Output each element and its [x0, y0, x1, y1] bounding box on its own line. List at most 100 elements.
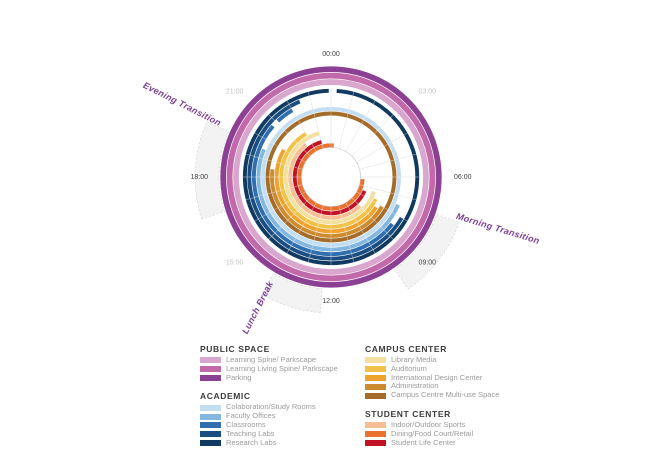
ring-arc-library — [283, 131, 376, 225]
grid-spoke — [356, 191, 408, 222]
ring-arc-faculty — [256, 148, 400, 252]
legend-swatch-library — [365, 357, 386, 364]
legend-label: Parking — [226, 372, 252, 382]
legend-swatch-multiuse — [365, 392, 386, 399]
ring-arc-auditorium — [279, 132, 378, 229]
legend-item-learning_spine: Learning Spine/ Parkscape — [200, 355, 338, 365]
hour-separator — [345, 100, 376, 152]
grid-spoke — [307, 91, 324, 149]
hour-label-18:00: 18:00 — [190, 174, 208, 181]
ring-arc-multiuse — [265, 111, 397, 243]
ring-arc-sports — [288, 143, 362, 220]
ring-arc-learning_spine — [233, 79, 429, 275]
legend-swatch-learning_spine — [200, 357, 221, 364]
hour-separator — [351, 197, 394, 240]
legend-header: ACADEMIC — [200, 391, 251, 402]
legend-label: Campus Centre Multi-use Space — [391, 390, 500, 400]
legend-swatch-studentlife — [365, 439, 386, 446]
ring-arc-collaboration — [261, 107, 401, 247]
legend-swatch-parking — [200, 374, 221, 381]
hour-separator — [286, 202, 317, 254]
legend-label: Indoor/Outdoor Sports — [391, 419, 466, 429]
ring-arc-dining — [297, 143, 365, 211]
hour-separator — [268, 114, 311, 157]
hour-separator — [359, 153, 417, 170]
ring-arc-idc — [274, 148, 378, 234]
ring-arc-classrooms — [251, 124, 394, 257]
grid-spoke — [359, 153, 417, 170]
legend-item-dining: Dining/Food Court/Retail — [365, 429, 499, 439]
hour-separator — [286, 100, 317, 152]
legend-label: Faculty Offices — [226, 411, 276, 421]
legend-label: Administration — [391, 381, 439, 391]
legend-swatch-idc — [365, 374, 386, 381]
legend-item-collaboration: Colaboration/Study Rooms — [200, 403, 338, 412]
ring-arc-classrooms — [276, 108, 294, 123]
legend-swatch-learning_living_spine — [200, 366, 221, 373]
hour-label-21:00: 21:00 — [226, 88, 244, 95]
legend-item-multiuse: Campus Centre Multi-use Space — [365, 390, 500, 400]
ring-arc-research — [242, 88, 420, 266]
ring-arc-administration — [270, 169, 384, 238]
ring-arc-teaching — [247, 99, 404, 261]
legend-item-auditorium: Auditorium — [365, 363, 499, 374]
hour-label-15:00: 15:00 — [226, 259, 244, 266]
hour-label-00:00: 00:00 — [322, 51, 340, 58]
wedge-lunch-break — [261, 272, 323, 313]
legend-label: Research Labs — [226, 437, 277, 447]
legend-item-sports: Indoor/Outdoor Sports — [365, 419, 499, 430]
hour-separator — [351, 114, 394, 157]
grid-spoke — [338, 91, 355, 149]
wedge-morning-transition — [394, 214, 460, 290]
grid-spoke — [351, 114, 394, 157]
hour-separator — [359, 184, 417, 201]
hour-separator — [254, 191, 306, 222]
legend-items: Colaboration/Study Rooms Faculty Offices C… — [200, 403, 338, 447]
ring-arc-parking — [220, 66, 442, 288]
hour-label-06:00: 06:00 — [454, 174, 472, 181]
wedge-evening-transition — [194, 121, 230, 220]
legend-header: CAMPUS CENTER — [365, 344, 447, 354]
legend-item-idc: International Design Center — [365, 372, 499, 383]
legend-group-student-center: STUDENT CENTER Indoor/Outdoor Sports Dini… — [365, 409, 499, 447]
grid-spoke — [356, 132, 408, 163]
legend-label: Colaboration/Study Rooms — [226, 402, 316, 412]
legend-item-learning_living_spine: Learning Living Spine/ Parkscape — [200, 363, 338, 374]
legend-items: Learning Spine/ Parkscape Learning Living… — [200, 355, 338, 383]
legend-label: Auditorium — [391, 363, 427, 373]
legend-group-academic: ACADEMIC Colaboration/Study Rooms Faculty… — [200, 391, 338, 447]
legend-swatch-classrooms — [200, 422, 221, 429]
hour-label-09:00: 09:00 — [419, 259, 437, 266]
grid-spoke — [359, 184, 417, 201]
grid-inner-circle — [301, 147, 361, 207]
hour-label-03:00: 03:00 — [419, 88, 437, 95]
legend-item-research: Research Labs — [200, 437, 338, 448]
legend-item-administration: Administration — [365, 382, 499, 391]
legend-swatch-dining — [365, 431, 386, 438]
legend-swatch-collaboration — [200, 404, 221, 411]
legend-label: Teaching Labs — [226, 428, 275, 438]
legend-item-parking: Parking — [200, 372, 338, 383]
legend-swatch-research — [200, 439, 221, 446]
legend-swatch-sports — [365, 422, 386, 429]
ring-arc-learning_living_spine — [226, 72, 436, 282]
hour-separator — [245, 153, 303, 170]
hour-separator — [356, 132, 408, 163]
legend-group-public-space: PUBLIC SPACE Learning Spine/ Parkscape Le… — [200, 344, 338, 382]
legend-label: International Design Center — [391, 372, 483, 382]
legend-item-faculty: Faculty Offices — [200, 411, 338, 421]
legend-group-campus-center: CAMPUS CENTER Library Media Auditorium Int… — [365, 344, 499, 400]
legend-label: Student Life Center — [391, 437, 456, 447]
legend-swatch-faculty — [200, 413, 221, 420]
legend-label: Learning Living Spine/ Parkscape — [226, 363, 338, 373]
legend-item-library: Library Media — [365, 355, 499, 365]
legend-swatch-administration — [365, 383, 386, 390]
hour-separator — [268, 197, 311, 240]
hour-separator — [254, 132, 306, 163]
legend-column-left: PUBLIC SPACE Learning Spine/ Parkscape Le… — [200, 344, 338, 456]
legend-swatch-auditorium — [365, 366, 386, 373]
grid-spoke — [345, 100, 376, 152]
hour-separator — [307, 205, 324, 263]
